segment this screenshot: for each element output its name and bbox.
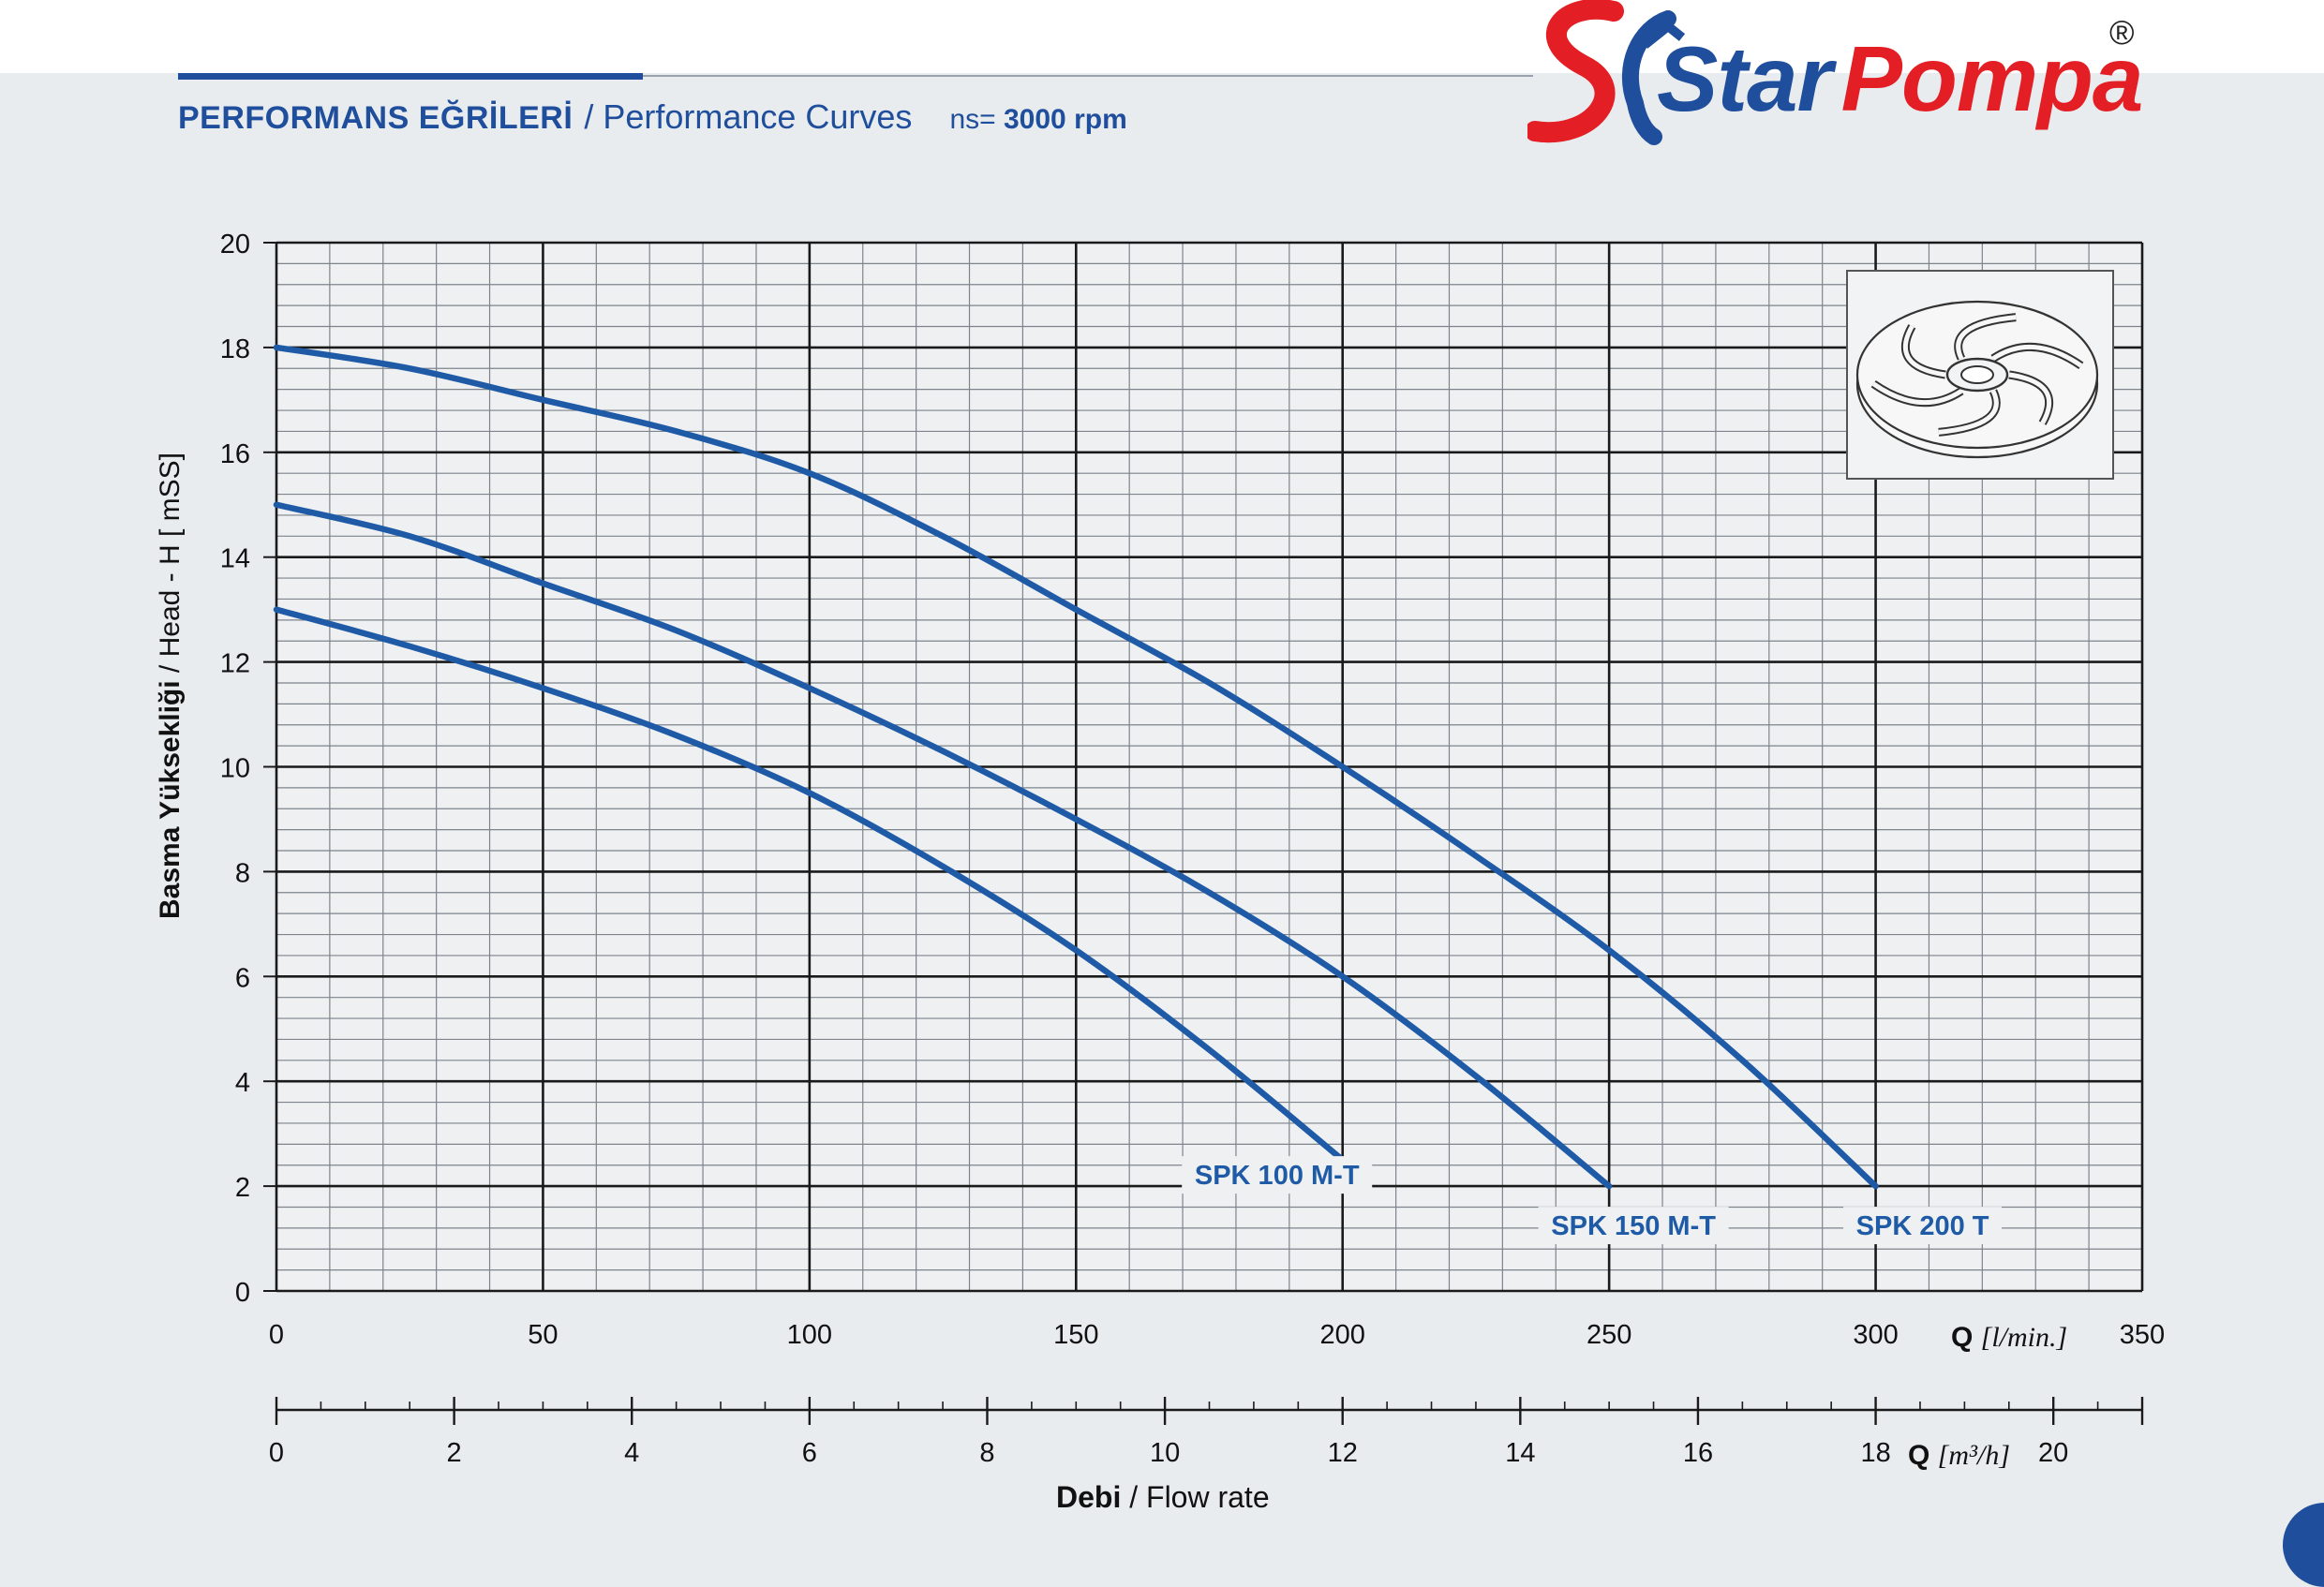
y-tick-label: 6 [235, 963, 250, 993]
ns-label: ns= [949, 104, 996, 135]
header-rule [643, 75, 1533, 77]
series-line [273, 344, 1879, 1190]
x-axis-title-tr: Debi [1056, 1480, 1122, 1514]
header-rule-accent [178, 73, 643, 80]
page-title: PERFORMANS EĞRİLERİ / Performance Curves n… [178, 97, 1127, 137]
series-label-bg [1182, 1156, 1373, 1194]
secondary-axis: 0 2 4 6 8 10 12 14 16 18 20 Q [m³/h] [269, 1397, 2144, 1471]
y-tick-label: 8 [235, 858, 250, 888]
y-tick-label: 20 [220, 230, 250, 260]
impeller-bore [1960, 365, 1994, 384]
y-tick-label: 16 [220, 439, 250, 469]
x2-tick-label: 20 [2038, 1438, 2068, 1468]
curves [273, 344, 1879, 1190]
x2-tick-label: 6 [802, 1438, 817, 1468]
y-axis-title: Basma Yüksekliği / Head - H [ mSS] [155, 452, 186, 919]
impeller-vane-inner [2008, 372, 2052, 424]
x-tick-label: 100 [787, 1320, 832, 1350]
header-band [0, 0, 2324, 73]
y-tick-label: 0 [235, 1278, 250, 1308]
x2-tick-label: 8 [979, 1438, 994, 1468]
impeller-vane-inner [1902, 325, 1946, 378]
impeller-icon [1846, 270, 2114, 480]
y-tick-label: 14 [220, 544, 250, 574]
x-tick-label: 50 [528, 1320, 558, 1350]
y-tick-label: 4 [235, 1068, 250, 1098]
impeller-vane-inner [1871, 381, 1963, 406]
series-label: SPK 150 M-T [1551, 1211, 1716, 1241]
speed-label: ns= 3000 rpm [949, 104, 1126, 135]
registered-mark: ® [2109, 13, 2135, 52]
y-axis-title-tr: Basma Yüksekliği [155, 680, 186, 920]
brand-name: Star Pompa [1657, 26, 2144, 132]
x2-tick-label: 14 [1505, 1438, 1535, 1468]
brand-name-part2: Pompa [1840, 27, 2144, 130]
y-tick-label: 10 [220, 754, 250, 784]
y-tick-label: 18 [220, 334, 250, 364]
brand-name-part1: Star [1657, 27, 1833, 130]
x-tick-label: 150 [1053, 1320, 1098, 1350]
y-axis-title-en: / Head - H [ mSS] [155, 452, 186, 674]
impeller-vane-inner [1956, 315, 2017, 360]
x-tick-label: 350 [2120, 1320, 2165, 1350]
x2-axis-unit: Q [m³/h] [1908, 1440, 2010, 1471]
y-tick-label: 12 [220, 649, 250, 679]
x-axis-unit: Q [l/min.] [1951, 1322, 2067, 1353]
x-tick-label: 300 [1853, 1320, 1898, 1350]
series-line [273, 501, 1613, 1190]
y-tick-label: 2 [235, 1173, 250, 1203]
x-axis-title: Debi / Flow rate [1056, 1480, 1270, 1515]
x-tick-label: 0 [269, 1320, 284, 1350]
x2-tick-label: 2 [447, 1438, 462, 1468]
series-label-bg [1538, 1207, 1729, 1245]
x2-tick-label: 18 [1860, 1438, 1890, 1468]
series-label-bg [1843, 1207, 2003, 1245]
ns-value: 3000 rpm [1004, 104, 1127, 135]
series-label: SPK 100 M-T [1195, 1161, 1360, 1191]
x2-tick-label: 12 [1328, 1438, 1358, 1468]
x-axis-title-en: / Flow rate [1129, 1480, 1270, 1514]
major-grid [263, 241, 2144, 1293]
series-labels: SPK 100 M-T SPK 150 M-T SPK 200 T [1182, 1156, 2003, 1245]
impeller-vane-inner [1991, 344, 2083, 368]
title-tr: PERFORMANS EĞRİLERİ [178, 100, 574, 136]
x2-tick-label: 16 [1683, 1438, 1713, 1468]
x-tick-label: 250 [1587, 1320, 1631, 1350]
title-en: / Performance Curves [584, 97, 913, 136]
x2-tick-label: 10 [1150, 1438, 1180, 1468]
x2-tick-label: 4 [624, 1438, 639, 1468]
series-line [273, 606, 1346, 1164]
x2-tick-label: 0 [269, 1438, 284, 1468]
impeller-vane-inner [1938, 390, 1999, 435]
series-label: SPK 200 T [1856, 1211, 1989, 1241]
x-tick-label: 200 [1320, 1320, 1365, 1350]
star-pompa-logo-icon [1527, 0, 1686, 145]
